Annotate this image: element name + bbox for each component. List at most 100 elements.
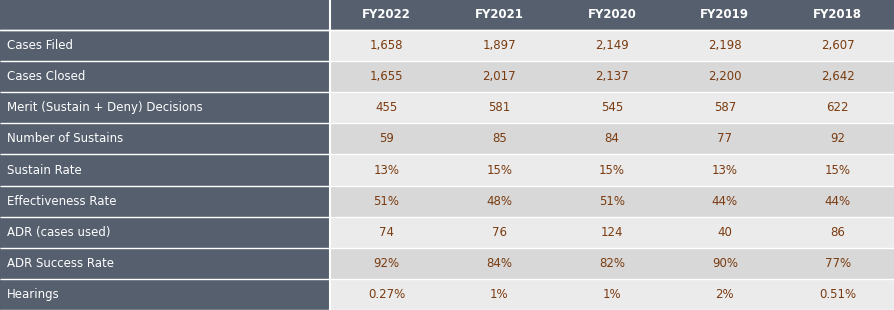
Bar: [330, 123, 443, 154]
Bar: [0, 61, 330, 92]
Text: 2,642: 2,642: [821, 70, 855, 83]
Text: 74: 74: [379, 226, 394, 239]
Bar: [669, 186, 781, 217]
Bar: [330, 217, 443, 248]
Text: 2,607: 2,607: [821, 39, 855, 52]
Text: 1,658: 1,658: [369, 39, 403, 52]
Text: 44%: 44%: [824, 195, 851, 208]
Text: Number of Sustains: Number of Sustains: [7, 132, 123, 145]
Bar: [330, 248, 443, 279]
Bar: [781, 217, 894, 248]
Bar: [0, 154, 330, 186]
Text: 15%: 15%: [824, 163, 850, 176]
Text: 1%: 1%: [603, 288, 621, 301]
Text: 13%: 13%: [712, 163, 738, 176]
Bar: [0, 217, 330, 248]
Bar: [781, 248, 894, 279]
Text: 1,897: 1,897: [483, 39, 516, 52]
Text: 40: 40: [717, 226, 732, 239]
Text: 2,017: 2,017: [483, 70, 516, 83]
Bar: [555, 186, 669, 217]
Bar: [0, 186, 330, 217]
Text: 15%: 15%: [599, 163, 625, 176]
Text: 124: 124: [601, 226, 623, 239]
Bar: [555, 30, 669, 61]
Bar: [443, 217, 555, 248]
Text: 59: 59: [379, 132, 394, 145]
Bar: [781, 279, 894, 310]
Text: Effectiveness Rate: Effectiveness Rate: [7, 195, 116, 208]
Text: FY2022: FY2022: [362, 8, 411, 21]
Text: 90%: 90%: [712, 257, 738, 270]
Bar: [555, 61, 669, 92]
Text: 2,200: 2,200: [708, 70, 741, 83]
Text: 76: 76: [492, 226, 507, 239]
Bar: [330, 186, 443, 217]
Bar: [330, 92, 443, 123]
Text: 455: 455: [375, 101, 398, 114]
Bar: [330, 0, 894, 30]
Bar: [443, 248, 555, 279]
Text: 581: 581: [488, 101, 510, 114]
Text: 622: 622: [826, 101, 848, 114]
Text: 92%: 92%: [374, 257, 400, 270]
Text: 85: 85: [492, 132, 507, 145]
Text: Hearings: Hearings: [7, 288, 60, 301]
Bar: [330, 61, 443, 92]
Text: 1%: 1%: [490, 288, 509, 301]
Bar: [0, 92, 330, 123]
Text: FY2019: FY2019: [700, 8, 749, 21]
Text: 2%: 2%: [715, 288, 734, 301]
Bar: [555, 279, 669, 310]
Text: Cases Closed: Cases Closed: [7, 70, 86, 83]
Text: ADR Success Rate: ADR Success Rate: [7, 257, 114, 270]
Text: 0.51%: 0.51%: [819, 288, 856, 301]
Bar: [443, 186, 555, 217]
Text: Cases Filed: Cases Filed: [7, 39, 73, 52]
Text: FY2020: FY2020: [587, 8, 637, 21]
Text: Sustain Rate: Sustain Rate: [7, 163, 82, 176]
Bar: [443, 92, 555, 123]
Bar: [669, 154, 781, 186]
Bar: [669, 248, 781, 279]
Text: 44%: 44%: [712, 195, 738, 208]
Bar: [555, 248, 669, 279]
Bar: [0, 0, 330, 30]
Bar: [781, 186, 894, 217]
Text: 77: 77: [717, 132, 732, 145]
Text: 48%: 48%: [486, 195, 512, 208]
Text: FY2018: FY2018: [814, 8, 862, 21]
Text: 13%: 13%: [374, 163, 400, 176]
Bar: [330, 279, 443, 310]
Text: ADR (cases used): ADR (cases used): [7, 226, 111, 239]
Text: Merit (Sustain + Deny) Decisions: Merit (Sustain + Deny) Decisions: [7, 101, 203, 114]
Text: 51%: 51%: [599, 195, 625, 208]
Bar: [0, 279, 330, 310]
Text: 51%: 51%: [374, 195, 400, 208]
Text: 15%: 15%: [486, 163, 512, 176]
Bar: [0, 30, 330, 61]
Text: 84: 84: [604, 132, 620, 145]
Bar: [669, 123, 781, 154]
Bar: [669, 92, 781, 123]
Bar: [555, 217, 669, 248]
Bar: [330, 154, 443, 186]
Bar: [781, 61, 894, 92]
Bar: [555, 123, 669, 154]
Bar: [781, 154, 894, 186]
Bar: [781, 30, 894, 61]
Bar: [0, 248, 330, 279]
Text: 545: 545: [601, 101, 623, 114]
Text: 92: 92: [831, 132, 845, 145]
Bar: [443, 61, 555, 92]
Bar: [0, 123, 330, 154]
Bar: [669, 217, 781, 248]
Text: 84%: 84%: [486, 257, 512, 270]
Text: 2,137: 2,137: [595, 70, 628, 83]
Bar: [669, 61, 781, 92]
Text: 587: 587: [713, 101, 736, 114]
Bar: [555, 92, 669, 123]
Text: 0.27%: 0.27%: [367, 288, 405, 301]
Text: 2,198: 2,198: [708, 39, 742, 52]
Text: 86: 86: [831, 226, 845, 239]
